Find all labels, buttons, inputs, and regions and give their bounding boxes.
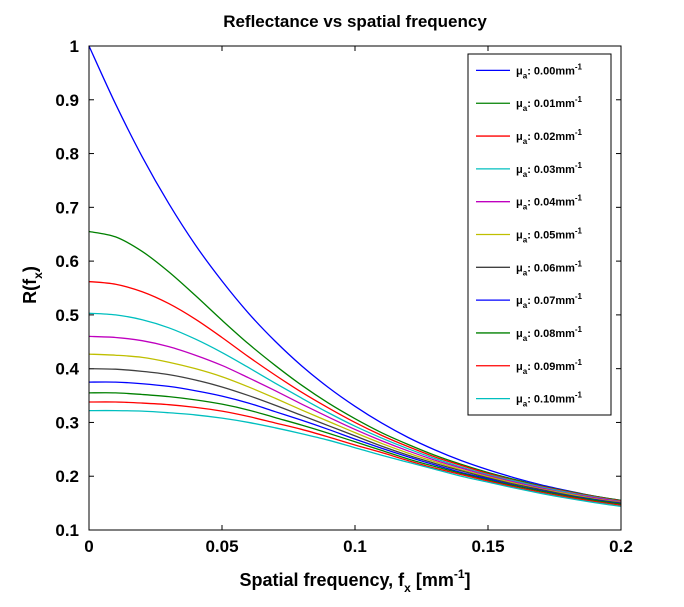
y-tick-label: 0.3 bbox=[55, 413, 79, 432]
chart-title: Reflectance vs spatial frequency bbox=[223, 12, 487, 31]
y-axis-label: R(fx) bbox=[20, 266, 45, 304]
y-tick-label: 0.7 bbox=[55, 198, 79, 217]
series-line-1 bbox=[88, 230, 622, 502]
x-axis-label: Spatial frequency, fx [mm-1] bbox=[239, 567, 470, 595]
series-line-3 bbox=[88, 312, 622, 503]
x-tick-label: 0 bbox=[84, 537, 93, 556]
legend-entry: μa: 0.05mm-1 bbox=[516, 227, 583, 245]
legend-entry: μa: 0.09mm-1 bbox=[516, 358, 583, 376]
y-tick-label: 0.1 bbox=[55, 521, 79, 540]
series-lines bbox=[88, 45, 622, 507]
series-line-8 bbox=[88, 392, 622, 505]
series-line-4 bbox=[88, 335, 622, 503]
legend-entry: μa: 0.03mm-1 bbox=[516, 161, 583, 179]
series-line-0 bbox=[88, 45, 622, 502]
y-tick-label: 0.6 bbox=[55, 252, 79, 271]
series-line-6 bbox=[88, 368, 622, 504]
axis-ticks: 0 0.05 0.1 0.15 0.2 0.1 0.2 0.3 0.4 0.5 0.6 0.7 0.8 0… bbox=[55, 37, 632, 556]
x-tick-label: 0.1 bbox=[343, 537, 367, 556]
plot-frame bbox=[88, 45, 622, 531]
x-tick-label: 0.05 bbox=[205, 537, 238, 556]
legend: μa: 0.00mm-1 μa: 0.01mm-1 μa: 0.02mm-1 μa: … bbox=[467, 53, 612, 416]
series-line-9 bbox=[88, 401, 622, 506]
legend-entry: μa: 0.06mm-1 bbox=[516, 259, 583, 277]
x-tick-label: 0.15 bbox=[471, 537, 504, 556]
y-tick-label: 1 bbox=[70, 37, 79, 56]
legend-entry: μa: 0.01mm-1 bbox=[516, 95, 583, 113]
legend-entry: μa: 0.02mm-1 bbox=[516, 128, 583, 146]
y-tick-label: 0.5 bbox=[55, 306, 79, 325]
y-tick-label: 0.8 bbox=[55, 145, 79, 164]
series-line-10 bbox=[88, 409, 622, 507]
y-tick-label: 0.2 bbox=[55, 467, 79, 486]
legend-entry: μa: 0.08mm-1 bbox=[516, 325, 583, 343]
legend-entry: μa: 0.00mm-1 bbox=[516, 62, 583, 80]
y-tick-label: 0.9 bbox=[55, 91, 79, 110]
legend-entry: μa: 0.10mm-1 bbox=[516, 391, 583, 409]
y-tick-label: 0.4 bbox=[55, 360, 79, 379]
legend-entry: μa: 0.07mm-1 bbox=[516, 292, 583, 310]
legend-entry: μa: 0.04mm-1 bbox=[516, 194, 583, 212]
x-tick-label: 0.2 bbox=[609, 537, 633, 556]
